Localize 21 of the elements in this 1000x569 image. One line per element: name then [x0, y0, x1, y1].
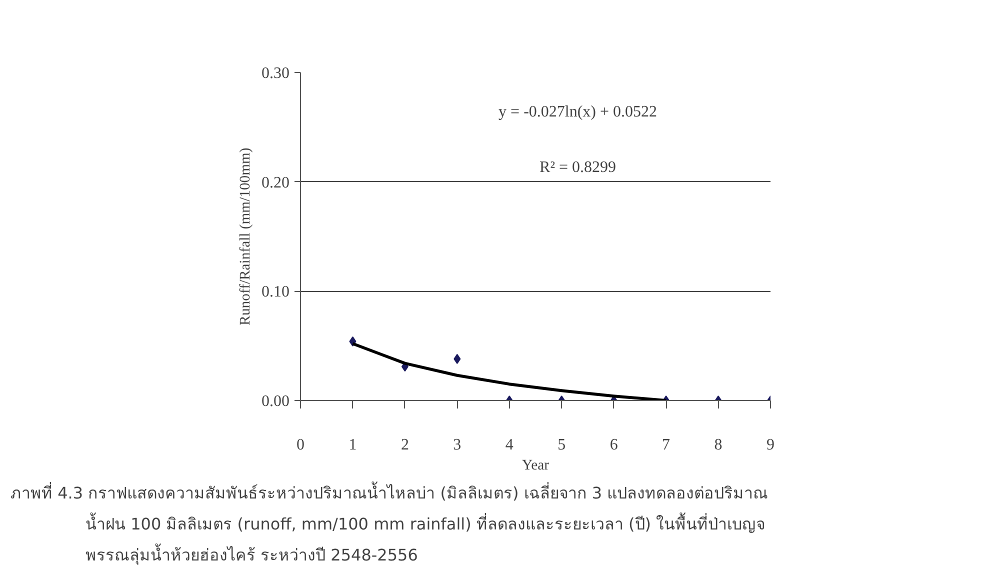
y-tick-label: 0.10: [262, 284, 290, 301]
annotation: R² = 0.8299: [540, 159, 616, 176]
y-tick-label: 0.00: [262, 393, 290, 410]
annotation: y = -0.027ln(x) + 0.0522: [498, 103, 658, 120]
y-tick-label: 0.20: [262, 174, 290, 192]
x-tick-label: 8: [714, 436, 722, 454]
y-tick-label: 0.30: [262, 65, 290, 82]
x-tick-label: 1: [348, 436, 357, 454]
x-axis-title: Year: [522, 458, 550, 474]
x-tick-label: 9: [766, 436, 774, 454]
text: น้ำฝน 100 มิลลิเมตร (runoff, mm/100 mm rainfall) ที่ลดลงและระยะเวลา (ปี) ในพื้นที่ป่าเบญจ: [86, 512, 766, 534]
x-tick-label: 4: [505, 436, 514, 454]
x-tick-label: 5: [558, 436, 566, 454]
text: ภาพที่ 4.3 กราฟแสดงความสัมพันธ์ระหว่างปริมาณน้ำไหลบ่า (มิลลิเมตร) เฉลี่ยจาก 3 แปลงทดลองต่อปริมาณ: [10, 482, 768, 502]
x-tick-label: 7: [662, 436, 670, 454]
x-tick-label: 2: [400, 436, 409, 454]
x-tick-label: 3: [453, 436, 462, 454]
x-tick-label: 6: [610, 436, 618, 454]
y-axis-title: Runoff/Rainfall (mm/100mm): [238, 148, 254, 326]
text: พรรณลุ่มน้ำห้วยฮ่องไคร้ ระหว่างปี 2548-2556: [86, 544, 418, 566]
x-tick-label: 0: [296, 436, 304, 454]
